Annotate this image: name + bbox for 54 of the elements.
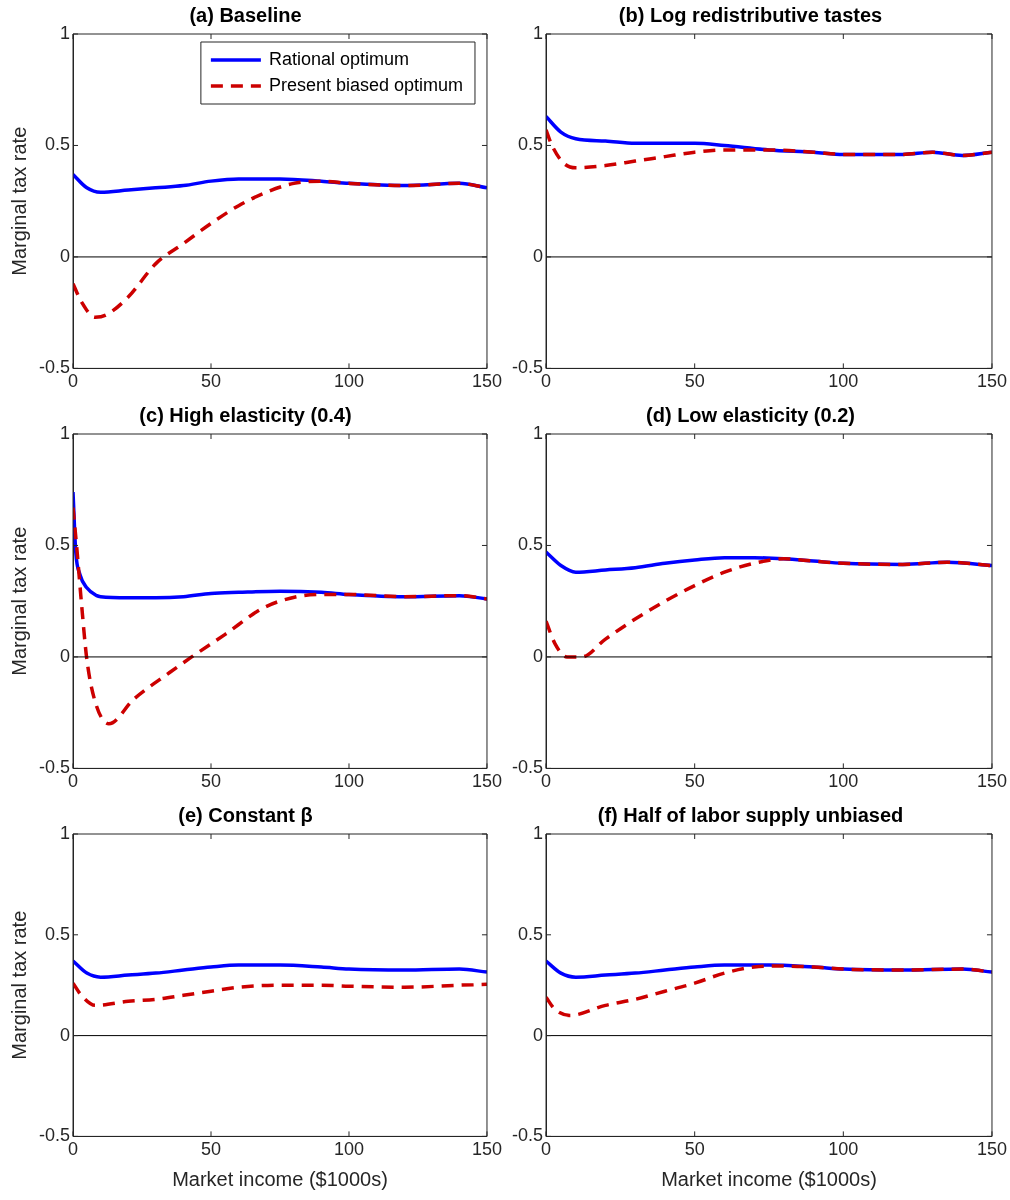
y-tick-label: 1 [533, 822, 544, 843]
line-series [73, 959, 487, 979]
y-tick-label: 0 [533, 1024, 544, 1045]
x-tick-label: 150 [471, 371, 503, 392]
x-tick-label: 50 [200, 771, 222, 792]
chart-title: (b) Log redistributive tastes [618, 3, 883, 26]
y-tick-label: 0 [533, 645, 544, 666]
x-axis-title: Market income ($1000s) [172, 1167, 388, 1190]
y-tick-label: 0.5 [44, 923, 71, 944]
x-tick-label: 150 [976, 1139, 1008, 1160]
y-axis-title: Marginal tax rate [7, 126, 30, 276]
chart-title: (d) Low elasticity (0.2) [646, 403, 855, 426]
x-tick-label: 150 [471, 771, 503, 792]
y-tick-label: 0 [60, 645, 71, 666]
y-tick-label: 0.5 [44, 134, 71, 155]
x-tick-label: 50 [684, 1139, 705, 1160]
y-tick-label: 0.5 [517, 534, 544, 555]
x-tick-label: 50 [684, 371, 705, 392]
x-tick-label: 100 [333, 371, 365, 392]
line-series [73, 981, 487, 1008]
y-tick-label: 1 [60, 422, 71, 443]
legend-label: Rational optimum [268, 48, 409, 69]
y-tick-label: 0 [533, 245, 544, 266]
x-tick-label: 100 [828, 1139, 859, 1160]
x-tick-label: 100 [828, 371, 859, 392]
x-tick-label: 50 [200, 371, 222, 392]
line-series [546, 557, 992, 659]
y-tick-label: 0.5 [517, 923, 544, 944]
chart-title: (f) Half of labor supply unbiased [597, 803, 904, 826]
y-tick-label: 1 [533, 22, 544, 43]
y-tick-label: 0.5 [44, 534, 71, 555]
x-tick-label: 150 [976, 371, 1008, 392]
legend-label: Present biased optimum [268, 74, 463, 95]
y-tick-label: 0 [60, 1024, 71, 1045]
chart-title: (e) Constant β [178, 803, 313, 826]
x-tick-label: 100 [333, 771, 365, 792]
y-tick-label: 1 [533, 422, 544, 443]
x-tick-label: 50 [200, 1139, 222, 1160]
y-tick-label: 0 [60, 245, 71, 266]
y-tick-label: 0.5 [517, 134, 544, 155]
line-series [73, 505, 487, 726]
line-series [546, 128, 992, 170]
x-tick-label: 50 [684, 771, 705, 792]
x-axis-title: Market income ($1000s) [661, 1167, 877, 1190]
chart-title: (a) Baseline [189, 3, 302, 26]
x-tick-label: 150 [471, 1139, 503, 1160]
y-tick-label: 1 [60, 822, 71, 843]
chart-title: (c) High elasticity (0.4) [139, 403, 352, 426]
x-tick-label: 100 [828, 771, 859, 792]
x-tick-label: 100 [333, 1139, 365, 1160]
y-axis-title: Marginal tax rate [7, 910, 30, 1060]
y-axis-title: Marginal tax rate [7, 526, 30, 676]
x-tick-label: 150 [976, 771, 1008, 792]
y-tick-label: 1 [60, 22, 71, 43]
